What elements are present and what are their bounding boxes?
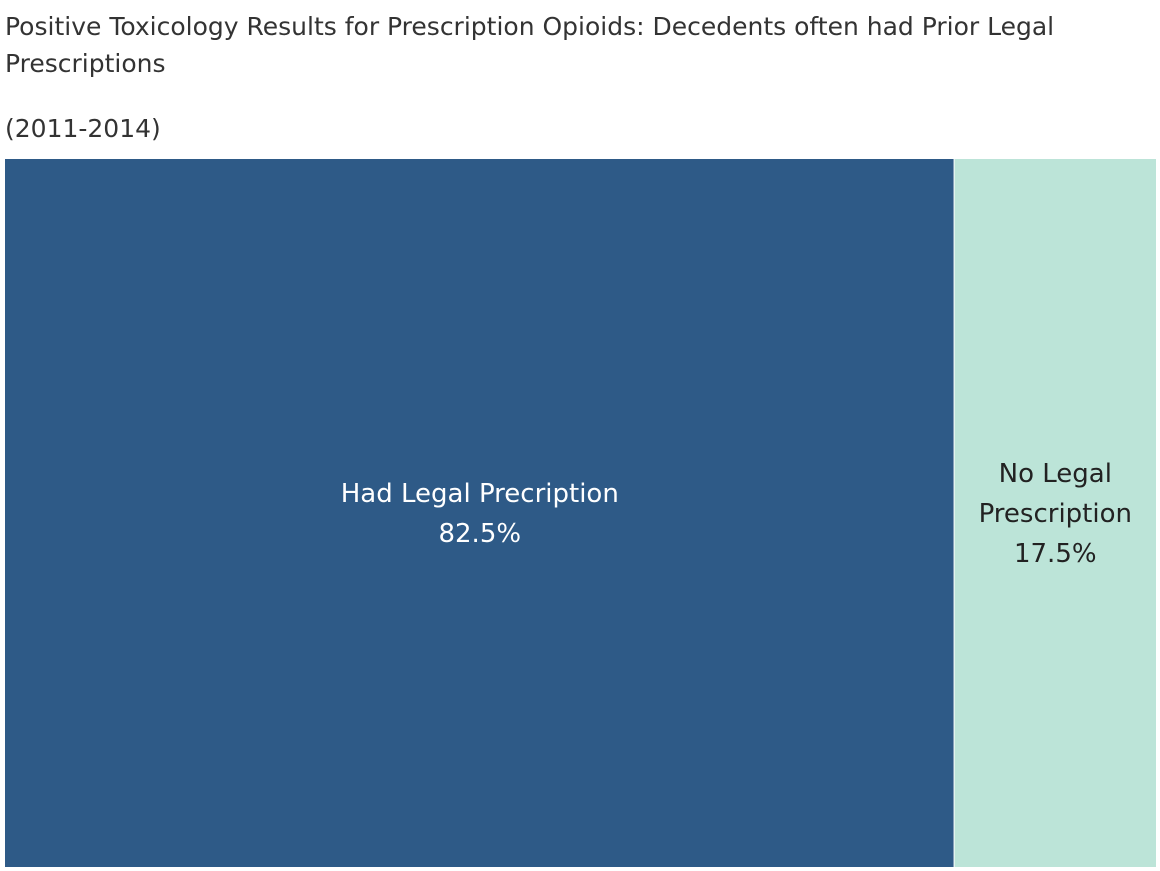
treemap-value-label: 82.5% bbox=[438, 519, 521, 549]
treemap-svg: Had Legal Precription 82.5% No Legal Prescr… bbox=[5, 159, 1156, 867]
treemap-chart: Had Legal Precription 82.5% No Legal Prescr… bbox=[5, 159, 1156, 867]
treemap-rect-had-legal-precription[interactable] bbox=[5, 159, 954, 867]
treemap-rect-no-legal-prescription[interactable] bbox=[954, 159, 1156, 867]
chart-subtitle: (2011-2014) bbox=[5, 114, 161, 143]
treemap-category-label: No Legal bbox=[999, 459, 1112, 489]
treemap-category-label: Had Legal Precription bbox=[341, 479, 619, 509]
treemap-category-label: Prescription bbox=[979, 499, 1132, 529]
treemap-label-had-legal-precription: Had Legal Precription 82.5% bbox=[341, 479, 619, 549]
chart-title: Positive Toxicology Results for Prescrip… bbox=[5, 12, 1055, 78]
treemap-label-no-legal-prescription: No Legal Prescription 17.5% bbox=[979, 459, 1132, 569]
treemap-value-label: 17.5% bbox=[1014, 539, 1097, 569]
